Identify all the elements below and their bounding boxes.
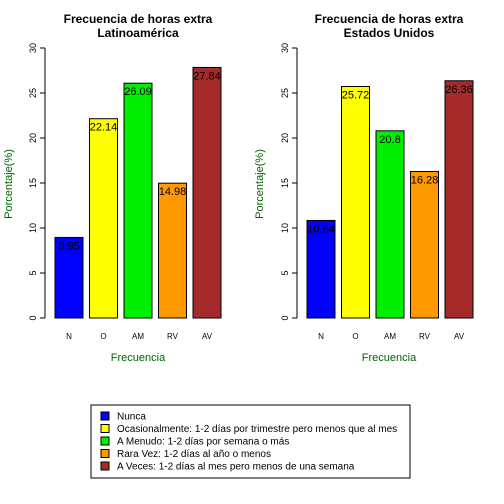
y-tick-label: 10 <box>280 223 290 233</box>
data-labels: 10.84 25.72 20.8 16.28 26.36 <box>307 84 473 236</box>
bar-av <box>192 66 222 319</box>
y-tick-label: 15 <box>28 178 38 188</box>
legend-label: A Menudo: 1-2 días por semana o más <box>117 437 289 448</box>
y-tick-label: 5 <box>280 270 290 275</box>
x-tick-labels: N O AM RV AV <box>66 332 213 341</box>
data-label: 27.84 <box>193 70 221 82</box>
chart-title: Frecuencia de horas extra <box>315 12 464 26</box>
data-label: 8.95 <box>58 240 79 252</box>
y-axis-label: Porcentaje(%) <box>254 149 266 219</box>
x-tick-label: O <box>352 332 358 341</box>
data-label: 26.36 <box>445 84 473 96</box>
bar-rv <box>410 170 439 319</box>
x-tick-label: AV <box>454 332 465 341</box>
data-label: 26.09 <box>124 86 152 98</box>
data-label: 16.28 <box>411 174 439 186</box>
x-axis-label: Frecuencia <box>362 352 417 364</box>
y-tick-label: 0 <box>28 315 38 320</box>
legend-label: Nunca <box>117 412 146 423</box>
bars <box>306 80 474 319</box>
data-labels: 8.95 22.14 26.09 14.98 27.84 <box>58 70 220 252</box>
bar-n <box>306 219 336 319</box>
y-axis: 0 5 10 15 20 25 30 <box>280 43 298 321</box>
legend-swatch <box>100 424 110 433</box>
x-tick-label: N <box>66 332 72 341</box>
y-tick-label: 25 <box>28 88 38 98</box>
bar-am <box>375 130 405 319</box>
y-tick-label: 30 <box>280 43 290 53</box>
y-tick-label: 15 <box>280 178 290 188</box>
x-axis-label: Frecuencia <box>111 352 166 364</box>
y-tick-label: 25 <box>280 88 290 98</box>
y-tick-label: 30 <box>28 43 38 53</box>
y-axis: 0 5 10 15 20 25 30 <box>28 43 46 321</box>
data-label: 22.14 <box>90 122 118 134</box>
x-tick-label: RV <box>167 332 179 341</box>
data-label: 14.98 <box>159 186 187 198</box>
y-axis-label: Porcentaje(%) <box>3 149 15 219</box>
x-tick-label: O <box>100 332 106 341</box>
x-tick-labels: N O AM RV AV <box>318 332 465 341</box>
legend-label: Ocasionalmente: 1-2 días por trimestre p… <box>117 424 397 435</box>
bar-n <box>54 236 84 319</box>
data-label: 25.72 <box>342 90 370 102</box>
y-tick-label: 5 <box>28 270 38 275</box>
legend-swatch <box>100 461 110 471</box>
legend-label: A Veces: 1-2 días al mes pero menos de u… <box>117 462 355 473</box>
bar-am <box>123 82 153 319</box>
y-tick-label: 10 <box>28 223 38 233</box>
bar-o <box>341 86 370 319</box>
x-tick-label: AM <box>132 332 144 341</box>
legend-swatch <box>100 436 110 446</box>
legend-box <box>90 404 411 479</box>
y-tick-label: 20 <box>28 133 38 143</box>
y-tick-label: 20 <box>280 133 290 143</box>
bar-rv <box>158 182 187 319</box>
legend-label: Rara Vez: 1-2 días al año o menos <box>117 449 271 460</box>
chart-subtitle: Latinoamérica <box>97 26 179 40</box>
chart-title: Frecuencia de horas extra <box>64 12 213 26</box>
chart-latinoamerica: Frecuencia de horas extra Latinoamérica … <box>3 12 222 364</box>
x-tick-label: AM <box>384 332 396 341</box>
x-tick-label: AV <box>202 332 213 341</box>
chart-estados-unidos: Frecuencia de horas extra Estados Unidos… <box>254 12 474 364</box>
data-label: 20.8 <box>379 134 400 146</box>
legend-swatch <box>100 411 110 421</box>
bar-av <box>444 80 474 319</box>
x-tick-label: N <box>318 332 324 341</box>
bars <box>54 66 222 319</box>
x-tick-label: RV <box>419 332 431 341</box>
data-label: 10.84 <box>307 223 335 235</box>
y-tick-label: 0 <box>280 315 290 320</box>
bar-o <box>89 118 118 319</box>
chart-subtitle: Estados Unidos <box>344 26 435 40</box>
legend-swatch <box>100 449 110 458</box>
